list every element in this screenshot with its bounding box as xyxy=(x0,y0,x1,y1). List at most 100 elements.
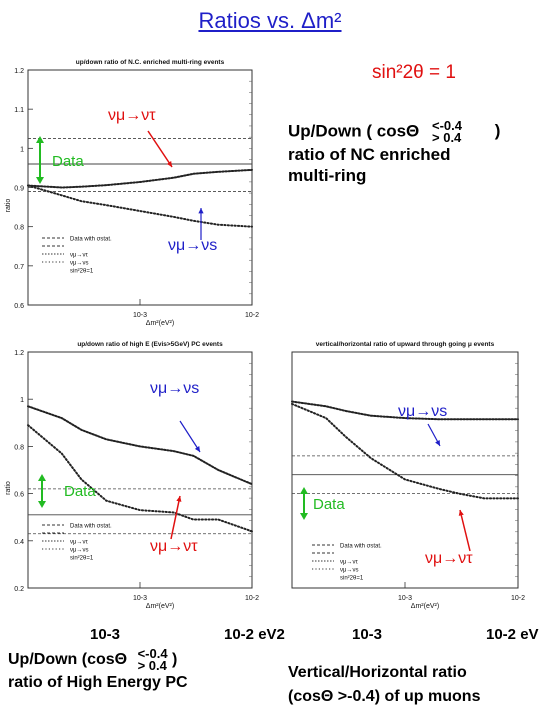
bl-caption-line2: ratio of High Energy PC xyxy=(8,674,188,691)
page-title: Ratios vs. Δm² xyxy=(198,8,342,33)
top-note-line1-row: Up/Down ( cosΘ <-0.4 > 0.4 ) xyxy=(288,118,501,145)
data-arrow-br-head-up xyxy=(300,487,308,494)
br-caption-line2: (cosΘ >-0.4) of up muons xyxy=(288,688,481,705)
arrow-tau-br-shaft xyxy=(459,509,471,552)
arrow-tau-br-head xyxy=(458,510,464,516)
top-note: Up/Down ( cosΘ <-0.4 > 0.4 ) ratio of NC… xyxy=(288,118,501,186)
arrow-tau-bl-shaft xyxy=(170,495,181,540)
legend-entry: νμ→ντ xyxy=(70,540,88,546)
legend-entry: νμ→ντ xyxy=(340,560,358,566)
arrow-tau-top xyxy=(147,130,173,168)
y-tick-label: 0.7 xyxy=(14,264,24,271)
y-axis-label: ratio xyxy=(5,199,12,213)
y-tick-label: 0.9 xyxy=(14,186,24,193)
x-axis-label: Δm²(eV²) xyxy=(146,603,174,610)
top-note-cond: <-0.4 > 0.4 xyxy=(432,118,463,145)
series-line-a xyxy=(27,405,253,486)
top-note-line3: multi-ring xyxy=(288,166,367,185)
series-line-b xyxy=(27,184,253,228)
legend-entry: νμ→νs xyxy=(70,261,88,267)
arrow-s-bl-shaft xyxy=(179,420,201,453)
y-tick-label: 0.8 xyxy=(14,444,24,451)
y-tick-label: 1.1 xyxy=(14,107,24,114)
label-tau-bl: νμ→ντ xyxy=(150,538,198,555)
x-tick-label: 10-3 xyxy=(398,595,412,602)
top-note-cond-top: <-0.4 xyxy=(432,118,463,133)
data-arrow-top-head-up xyxy=(36,136,44,143)
y-tick-label: 0.6 xyxy=(14,492,24,499)
legend-entry: Data with σstat. xyxy=(340,544,382,550)
br-caption-line1: Vertical/Horizontal ratio xyxy=(288,664,467,681)
y-tick-label: 1 xyxy=(20,397,24,404)
arrow-s-bl-head xyxy=(194,446,200,452)
bottom-left-caption: Up/Down (cosΘ <-0.4 > 0.4 ) ratio of Hig… xyxy=(8,646,188,694)
y-tick-label: 1.2 xyxy=(14,350,24,357)
label-tau-top: νμ→ντ xyxy=(108,107,156,124)
arrow-s-bl xyxy=(179,420,201,453)
bottom-right-low: 10-3 xyxy=(352,626,383,643)
data-arrow-br xyxy=(300,487,308,520)
bottom-right-caption: Vertical/Horizontal ratio (cosΘ >-0.4) o… xyxy=(288,661,480,709)
data-label-top: Data xyxy=(52,153,84,170)
arrow-tau-top-shaft xyxy=(147,130,173,168)
arrow-s-top-head xyxy=(198,208,204,214)
label-s-bl: νμ→νs xyxy=(150,380,199,397)
y-tick-label: 0.2 xyxy=(14,586,24,593)
x-axis-label: Δm²(eV²) xyxy=(146,320,174,327)
data-arrow-bl xyxy=(38,474,46,508)
data-arrow-bl-head-up xyxy=(38,474,46,481)
series-line-b xyxy=(27,424,253,533)
bl-caption-cond: <-0.4 > 0.4 xyxy=(137,646,168,673)
label-tau-br: νμ→ντ xyxy=(425,550,473,567)
top-note-line1: Up/Down ( cosΘ xyxy=(288,121,420,141)
legend-entry: νμ→νs xyxy=(340,568,358,574)
bottom-left-high: 10-2 eV2 xyxy=(224,626,285,643)
arrow-s-br-head xyxy=(435,440,440,446)
arrow-tau-br xyxy=(458,509,471,552)
y-axis-label: ratio xyxy=(5,481,12,495)
x-axis-label: Δm²(eV²) xyxy=(411,603,439,610)
top-note-cond-bottom: > 0.4 xyxy=(432,130,462,145)
y-tick-label: 0.8 xyxy=(14,225,24,232)
y-tick-label: 1.2 xyxy=(14,68,24,75)
data-arrow-br-head-down xyxy=(300,513,308,520)
x-tick-label: 10-2 xyxy=(511,595,525,602)
arrow-s-top xyxy=(198,208,204,240)
x-tick-label: 10-3 xyxy=(133,595,147,602)
y-tick-label: 1 xyxy=(20,146,24,153)
data-arrow-bl-head-down xyxy=(38,501,46,508)
arrow-tau-bl xyxy=(170,495,182,540)
legend-entry: sin²2θ=1 xyxy=(70,269,94,275)
chart-panel-2: up/down ratio of high E (Evis>5GeV) PC e… xyxy=(5,341,259,610)
bl-caption-cond-top: <-0.4 xyxy=(137,646,168,661)
y-tick-label: 0.6 xyxy=(14,303,24,310)
plot-frame xyxy=(291,351,519,589)
bottom-left-low: 10-3 xyxy=(90,626,121,643)
label-s-br: νμ→νs xyxy=(398,403,447,420)
chart-panel-1: up/down ratio of N.C. enriched multi-rin… xyxy=(5,59,259,327)
legend-entry: sin²2θ=1 xyxy=(70,556,94,562)
series-line-b xyxy=(291,402,519,500)
x-tick-label: 10-2 xyxy=(245,595,259,602)
data-arrow-top xyxy=(36,136,44,184)
top-note-line2: ratio of NC enriched xyxy=(288,145,451,164)
legend-entry: Data with σstat. xyxy=(70,524,112,530)
legend-entry: νμ→ντ xyxy=(70,253,88,259)
arrow-s-br xyxy=(427,423,441,447)
label-s-top: νμ→νs xyxy=(168,237,217,254)
legend-entry: sin²2θ=1 xyxy=(340,576,364,582)
chart-panel-3: vertical/horizontal ratio of upward thro… xyxy=(291,341,525,610)
data-arrow-top-head-down xyxy=(36,177,44,184)
series-line-a xyxy=(291,400,519,421)
arrow-tau-top-head xyxy=(166,161,172,167)
bl-caption-close: ) xyxy=(172,651,178,669)
chart-title: up/down ratio of high E (Evis>5GeV) PC e… xyxy=(77,341,223,348)
x-tick-label: 10-2 xyxy=(245,312,259,319)
top-note-close: ) xyxy=(494,121,501,141)
bl-caption-cond-bottom: > 0.4 xyxy=(137,658,167,673)
bl-caption-line1-row: Up/Down (cosΘ <-0.4 > 0.4 ) xyxy=(8,646,188,673)
bottom-right-high: 10-2 eV xyxy=(486,626,539,643)
legend-entry: νμ→νs xyxy=(70,548,88,554)
chart-title: up/down ratio of N.C. enriched multi-rin… xyxy=(76,59,225,66)
